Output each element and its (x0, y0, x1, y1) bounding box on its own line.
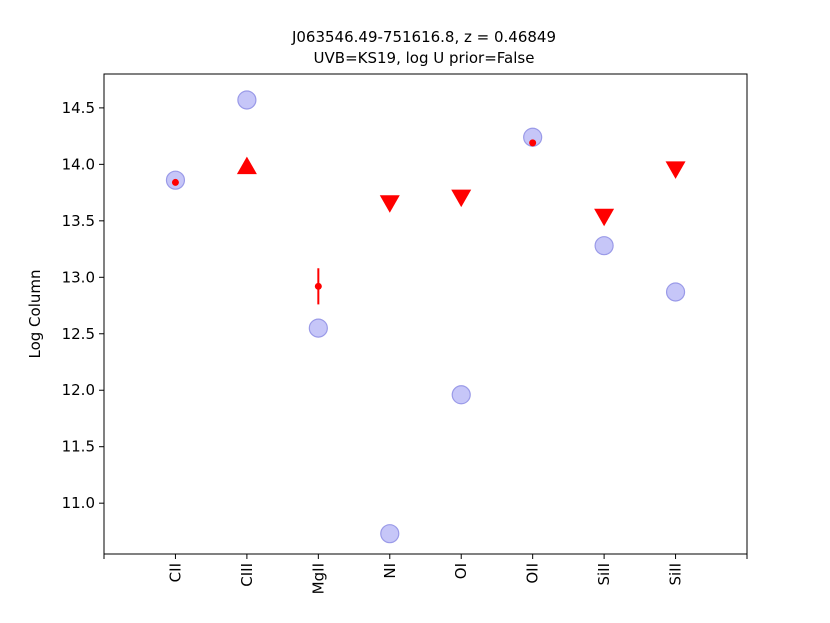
x-tick-label-0: CII (166, 563, 184, 582)
chart-title-line-2: UVB=KS19, log U prior=False (314, 49, 535, 67)
y-tick-label-7: 14.5 (62, 99, 95, 117)
y-axis-label: Log Column (26, 269, 44, 358)
x-axis: CII CIII MgII NI OI OII SiII SiII (103, 554, 748, 594)
model-point-2 (308, 318, 328, 338)
y-tick-label-0: 11.0 (62, 494, 95, 512)
observed-upper-limit-3 (379, 195, 400, 213)
y-tick-label-4: 13.0 (62, 268, 95, 286)
x-tick-label-3: NI (381, 563, 399, 579)
y-tick-label-5: 13.5 (62, 212, 95, 230)
observed-upper-limit-4 (451, 189, 472, 208)
observed-upper-limit-7 (665, 161, 686, 179)
y-tick-label-2: 12.0 (62, 381, 95, 399)
x-tick-label-2: MgII (309, 563, 327, 594)
model-series (165, 90, 686, 544)
y-tick-label-1: 11.5 (62, 438, 95, 456)
x-tick-label-6: SiII (595, 563, 613, 586)
model-point-1 (237, 90, 257, 110)
x-tick-label-1: CIII (238, 563, 256, 587)
plot-area (103, 73, 748, 555)
y-tick-label-6: 14.0 (62, 155, 95, 173)
observed-point-5 (529, 139, 537, 147)
model-point-4 (451, 385, 471, 405)
y-axis: 11.0 11.5 12.0 12.5 13.0 13.5 14.0 14.5 (62, 99, 104, 512)
observed-series (171, 139, 686, 305)
x-tick-label-7: SiII (667, 563, 685, 586)
chart-title-line-1: J063546.49-751616.8, z = 0.46849 (291, 28, 556, 46)
observed-upper-limit-6 (594, 208, 615, 227)
observed-point-0 (171, 178, 179, 186)
model-point-6 (594, 236, 614, 256)
observed-point-2 (314, 282, 322, 290)
y-tick-label-3: 12.5 (62, 325, 95, 343)
model-point-3 (380, 524, 400, 544)
model-point-7 (665, 282, 686, 302)
x-tick-label-5: OII (524, 563, 542, 584)
x-tick-label-4: OI (452, 563, 470, 579)
observed-lower-limit-1 (236, 156, 257, 175)
